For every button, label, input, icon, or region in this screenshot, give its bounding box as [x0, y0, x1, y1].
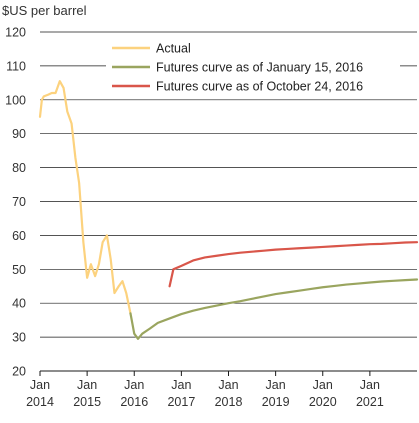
y-tick-label-100: 100 [5, 93, 26, 107]
legend-background-1 [106, 39, 400, 57]
y-tick-label-50: 50 [12, 263, 26, 277]
x-tick-label-month-2017: Jan [171, 378, 191, 392]
x-tick-label-month-2019: Jan [266, 378, 286, 392]
y-tick-label-120: 120 [5, 26, 26, 40]
legend-background-3 [106, 77, 400, 95]
x-tick-label-month-2015: Jan [77, 378, 97, 392]
series-line-1 [38, 80, 132, 315]
x-tick-label-month-2021: Jan [360, 378, 380, 392]
x-tick-label-year-2015: 2015 [73, 395, 101, 409]
y-tick-label-40: 40 [12, 297, 26, 311]
x-tick-label-year-2014: 2014 [26, 395, 54, 409]
x-tick-label-year-2018: 2018 [215, 395, 243, 409]
x-tick-label-month-2018: Jan [218, 378, 238, 392]
x-tick-label-year-2021: 2021 [356, 395, 384, 409]
y-axis-unit-label: $US per barrel [2, 3, 87, 18]
x-axis-ticks: Jan 2014 Jan 2015 Jan 2016 Jan 2017 Jan 2018 Jan 20… [26, 371, 384, 409]
x-tick-label-month-2020: Jan [313, 378, 333, 392]
y-tick-label-90: 90 [12, 127, 26, 141]
x-tick-label-year-2017: 2017 [167, 395, 195, 409]
legend-label-1: Actual [156, 42, 191, 56]
x-tick-label-year-2016: 2016 [120, 395, 148, 409]
y-tick-label-110: 110 [6, 59, 26, 73]
legend-label-3: Futures curve as of October 24, 2016 [156, 80, 363, 94]
legend: Actual Futures curve as of January 15, 20… [106, 39, 400, 95]
y-tick-label-80: 80 [12, 161, 26, 175]
x-tick-label-year-2019: 2019 [262, 395, 290, 409]
series-lines [38, 80, 419, 340]
legend-background-2 [106, 58, 400, 76]
x-tick-label-month-2016: Jan [124, 378, 144, 392]
y-tick-label-60: 60 [12, 229, 26, 243]
y-tick-label-70: 70 [12, 195, 26, 209]
y-tick-label-30: 30 [12, 331, 26, 345]
series-line-2 [129, 278, 419, 340]
legend-label-2: Futures curve as of January 15, 2016 [156, 61, 363, 75]
y-tick-label-20: 20 [12, 365, 26, 379]
x-tick-label-year-2020: 2020 [309, 395, 337, 409]
y-axis-ticks: 20 30 40 50 60 70 80 90 100 110 120 [5, 26, 26, 379]
x-tick-label-month-2014: Jan [30, 378, 50, 392]
series-line-3 [168, 241, 419, 288]
